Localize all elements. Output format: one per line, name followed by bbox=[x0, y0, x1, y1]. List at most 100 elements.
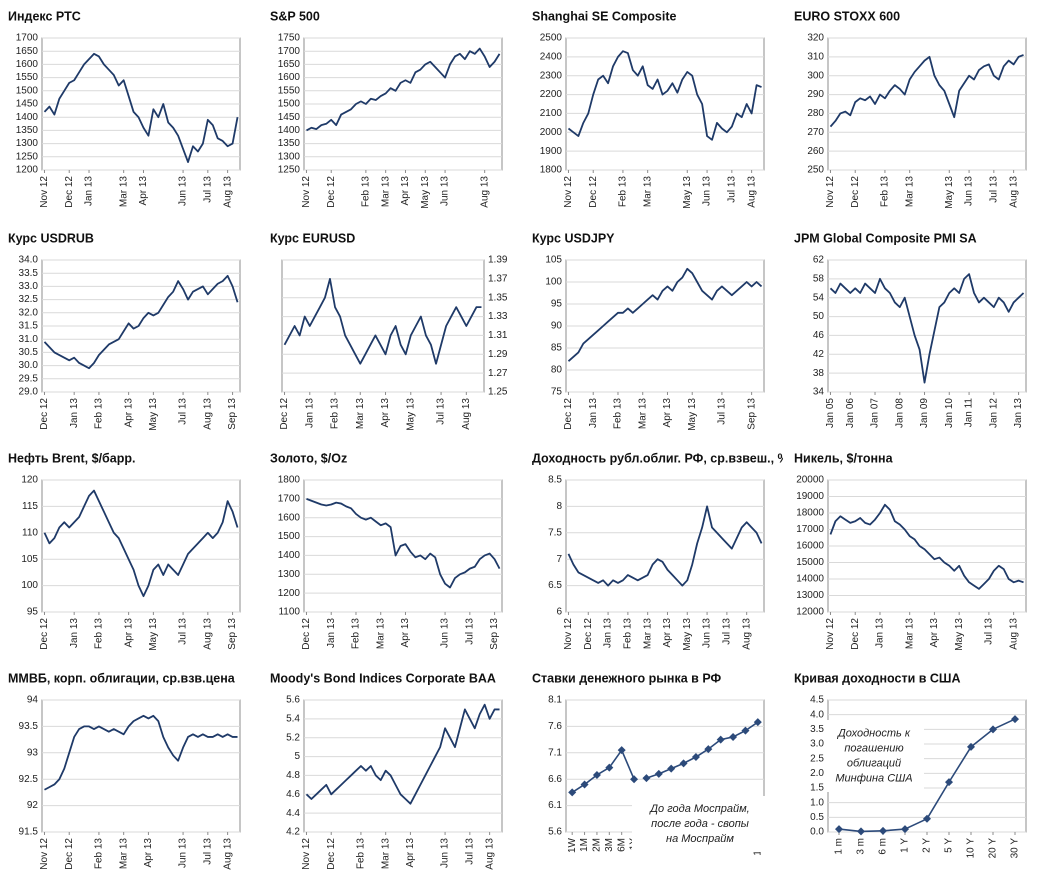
plot-area bbox=[565, 37, 765, 171]
chart-panel: Moody's Bond Indices Corporate BAA 4.2 4.4… bbox=[270, 671, 503, 870]
x-tick-label: Sep 13 bbox=[746, 398, 757, 430]
annotation: До года Моспрайм, bbox=[648, 803, 749, 815]
x-tick-label: Apr 13 bbox=[662, 398, 673, 428]
data-point bbox=[879, 826, 887, 835]
x-tick-label: Jul 13 bbox=[178, 618, 189, 645]
x-tick-label: Dec 12 bbox=[850, 176, 861, 208]
y-tick-label: 15000 bbox=[796, 557, 824, 568]
x-tick-label: Aug 13 bbox=[222, 176, 233, 208]
data-line bbox=[829, 273, 1025, 384]
y-tick-label: 95 bbox=[551, 299, 563, 310]
data-line bbox=[829, 503, 1024, 590]
y-tick-label: 12000 bbox=[796, 607, 824, 618]
y-tick-label: 290 bbox=[807, 89, 824, 100]
data-line bbox=[829, 54, 1024, 128]
y-tick-label: 1450 bbox=[278, 112, 301, 123]
y-tick-label: 2000 bbox=[540, 127, 563, 138]
y-tick-label: 1.25 bbox=[488, 387, 508, 398]
data-point bbox=[729, 732, 738, 741]
y-tick-label: 320 bbox=[807, 33, 824, 44]
x-tick-label: Jan 13 bbox=[1013, 398, 1024, 428]
chart-panel: EURO STOXX 600 250 260 270 280 290 300 310 320 No… bbox=[794, 9, 1027, 209]
y-tick-label: 100 bbox=[545, 277, 562, 288]
x-tick-label: Jul 13 bbox=[202, 838, 213, 865]
x-tick-label: Jun 13 bbox=[702, 176, 713, 206]
annotation: на Моспрайм bbox=[666, 833, 734, 845]
data-line bbox=[567, 267, 763, 362]
x-tick-label: Jun 13 bbox=[440, 838, 451, 868]
y-tick-label: 115 bbox=[22, 501, 38, 512]
x-tick-label: Aug 13 bbox=[1008, 176, 1019, 208]
data-line bbox=[567, 505, 763, 587]
y-tick-label: 4.5 bbox=[810, 695, 824, 706]
x-tick-label: Mar 13 bbox=[380, 176, 391, 208]
x-tick-label: Apr 13 bbox=[143, 838, 154, 868]
data-point bbox=[989, 725, 997, 734]
y-tick-label: 0.0 bbox=[810, 827, 824, 838]
x-tick-label: Jul 13 bbox=[202, 176, 213, 203]
y-tick-label: 34.0 bbox=[19, 255, 39, 266]
y-tick-label: 42 bbox=[813, 349, 825, 360]
x-tick-label: Jun 13 bbox=[178, 838, 189, 868]
y-tick-label: 6 bbox=[556, 607, 562, 618]
chart-panel: JPM Global Composite PMI SA 34 38 42 46 50 54 5… bbox=[794, 231, 1027, 428]
x-tick-label: May 13 bbox=[148, 398, 159, 431]
data-point bbox=[923, 814, 931, 823]
y-tick-label: 1.29 bbox=[488, 349, 508, 360]
y-tick-label: 8.1 bbox=[548, 695, 562, 706]
y-tick-label: 1.5 bbox=[810, 783, 824, 794]
y-tick-label: 32.0 bbox=[19, 307, 39, 318]
x-tick-label: Nov 12 bbox=[563, 618, 574, 650]
x-tick-label: 20 Y bbox=[988, 838, 999, 859]
chart-panel: S&P 500 1250 1300 1350 1400 1450 1500 1550 1600 1… bbox=[270, 9, 503, 209]
y-tick-label: 4.6 bbox=[286, 789, 300, 800]
x-tick-label: Feb 13 bbox=[361, 176, 372, 208]
data-point bbox=[592, 770, 601, 779]
data-point bbox=[835, 825, 843, 834]
y-tick-label: 31.0 bbox=[19, 334, 39, 345]
y-tick-label: 1200 bbox=[16, 165, 39, 176]
x-tick-label: 30 Y bbox=[1010, 838, 1021, 859]
plot-area bbox=[281, 259, 485, 393]
x-tick-label: Nov 12 bbox=[563, 176, 574, 208]
x-tick-label: Jun 13 bbox=[702, 618, 713, 648]
y-tick-label: 1.35 bbox=[488, 292, 508, 303]
y-tick-label: 33.5 bbox=[19, 268, 39, 279]
data-point bbox=[901, 825, 909, 834]
x-tick-label: Jan 13 bbox=[304, 398, 315, 428]
y-tick-label: 2.5 bbox=[810, 753, 824, 764]
y-tick-label: 2500 bbox=[540, 33, 563, 44]
y-tick-label: 93 bbox=[27, 747, 39, 758]
x-tick-label: Nov 12 bbox=[825, 618, 836, 650]
x-tick-label: Apr 13 bbox=[400, 618, 411, 648]
x-tick-label: Jan 10 bbox=[944, 398, 955, 428]
x-tick-label: Mar 13 bbox=[642, 176, 653, 208]
y-tick-label: 58 bbox=[813, 273, 825, 284]
y-tick-label: 62 bbox=[813, 255, 825, 266]
x-tick-label: Jan 13 bbox=[603, 618, 614, 648]
x-tick-label: Dec 12 bbox=[39, 618, 50, 650]
x-tick-label: Apr 13 bbox=[400, 176, 411, 206]
x-tick-label: Jul 13 bbox=[464, 618, 475, 645]
annotation-box bbox=[632, 796, 768, 852]
chart-title: Курс USDRUB bbox=[8, 231, 94, 245]
x-tick-label: Dec 12 bbox=[588, 176, 599, 208]
y-tick-label: 50 bbox=[813, 311, 825, 322]
y-tick-label: 75 bbox=[551, 387, 563, 398]
y-tick-label: 300 bbox=[807, 70, 824, 81]
chart-panel: Доходность рубл.облиг. РФ, ср.взвеш., % 6… bbox=[532, 451, 783, 651]
y-tick-label: 14000 bbox=[796, 574, 824, 585]
y-tick-label: 7 bbox=[556, 554, 562, 565]
y-tick-label: 1400 bbox=[278, 550, 301, 561]
annotation: погашению bbox=[844, 742, 903, 754]
annotation: облигаций bbox=[847, 757, 901, 769]
y-tick-label: 100 bbox=[21, 580, 38, 591]
x-tick-label: May 13 bbox=[682, 618, 693, 651]
y-tick-label: 1350 bbox=[16, 125, 39, 136]
x-tick-label: Apr 13 bbox=[123, 398, 134, 428]
x-tick-label: Feb 13 bbox=[330, 398, 341, 430]
y-tick-label: 8.5 bbox=[548, 475, 562, 486]
y-tick-label: 30.0 bbox=[19, 360, 39, 371]
x-tick-label: Jan 06 bbox=[845, 398, 856, 428]
y-tick-label: 260 bbox=[807, 146, 824, 157]
